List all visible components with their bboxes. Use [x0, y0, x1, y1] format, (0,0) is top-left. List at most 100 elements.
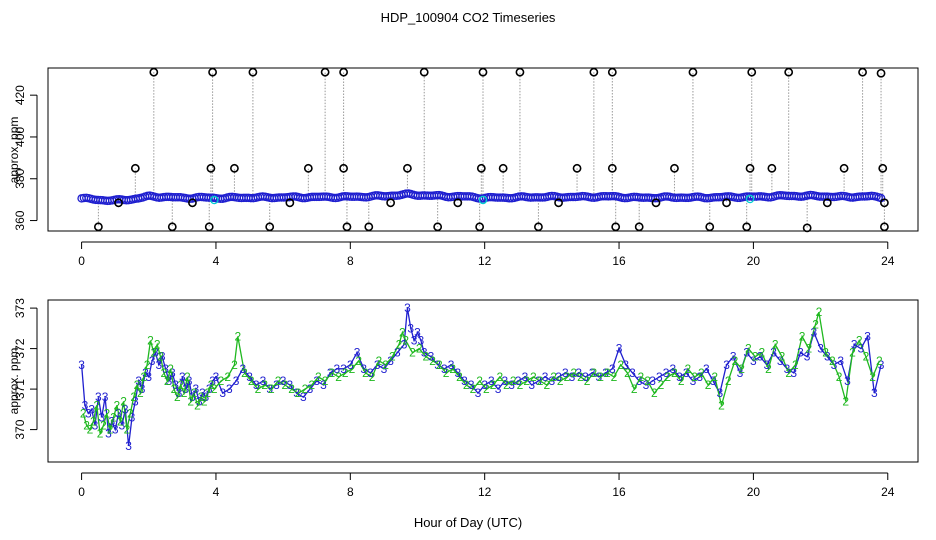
spike-point	[880, 198, 889, 208]
series-2-marker: 2	[711, 370, 718, 384]
series-2-marker: 2	[829, 354, 836, 368]
series-3-marker: 3	[549, 374, 556, 388]
series-3-marker: 3	[831, 358, 838, 372]
series-3-marker: 3	[777, 354, 784, 368]
series-2-marker: 2	[543, 378, 550, 392]
series-2-marker: 2	[171, 382, 178, 396]
spike-point	[651, 198, 661, 208]
series-3-marker: 3	[501, 374, 508, 388]
series-2-marker: 2	[816, 305, 823, 319]
top-x-tick-label: 20	[747, 254, 761, 268]
series-3-marker: 3	[226, 382, 233, 396]
series-2-marker: 2	[591, 366, 598, 380]
spike-point	[722, 198, 731, 208]
series-3-marker: 3	[401, 338, 408, 352]
top-x-axis: 0 4 8 12 16 20 24	[78, 241, 895, 268]
series-3-marker: 3	[757, 350, 764, 364]
series-2-marker: 2	[691, 370, 698, 384]
series-3-marker: 3	[468, 378, 475, 392]
spike-point	[364, 222, 374, 232]
spike-point	[453, 198, 463, 208]
bottom-x-tick-label: 16	[612, 485, 626, 499]
series-2-marker: 2	[537, 374, 544, 388]
series-3-marker: 3	[454, 366, 461, 380]
spike-point	[634, 222, 644, 232]
spike-point	[476, 163, 486, 173]
series-2-marker: 2	[664, 370, 671, 384]
series-2-marker: 2	[110, 410, 117, 424]
spike-point	[705, 222, 715, 232]
series-3-marker: 3	[871, 386, 878, 400]
series-3-marker: 3	[394, 346, 401, 360]
series-2-marker: 2	[638, 370, 645, 384]
series-3-marker: 3	[102, 390, 109, 404]
spike-point	[419, 67, 429, 77]
top-y-tick-label: 360	[13, 210, 27, 230]
series-2-marker: 2	[211, 382, 218, 396]
series-3-marker: 3	[508, 378, 515, 392]
series-2-marker: 2	[181, 386, 188, 400]
series-2-marker: 2	[805, 342, 812, 356]
series-2-marker: 2	[362, 366, 369, 380]
series-2-marker: 2	[87, 423, 94, 437]
spike-point	[206, 163, 216, 173]
series-3-marker: 3	[139, 382, 146, 396]
series-3-marker: 3	[710, 374, 717, 388]
series-3-marker: 3	[851, 338, 858, 352]
spike-point	[498, 163, 508, 173]
series-2-marker: 2	[80, 406, 87, 420]
top-plot-frame	[47, 67, 919, 232]
series-2-marker: 2	[147, 334, 154, 348]
bottom-panel: 3333333333333333333333333333333333333333…	[7, 298, 919, 499]
series-2-marker: 2	[530, 370, 537, 384]
series-3-marker: 3	[428, 350, 435, 364]
series-2-marker: 2	[604, 366, 611, 380]
series-3-marker: 3	[233, 374, 240, 388]
series-3-marker: 3	[206, 382, 213, 396]
spike-point	[265, 222, 275, 232]
series-2-marker: 2	[261, 378, 268, 392]
series-2-marker: 2	[631, 382, 638, 396]
series-3-marker: 3	[213, 370, 220, 384]
series-2-marker: 2	[224, 370, 231, 384]
bottom-y-tick-label: 373	[13, 298, 27, 318]
series-3-marker: 3	[575, 366, 582, 380]
series-3-marker: 3	[636, 374, 643, 388]
top-panel: 0 4 8 12 16 20 24 360 380 400 420 approx. ppm	[7, 67, 919, 268]
series-3-marker: 3	[199, 386, 206, 400]
series-3-marker: 3	[562, 366, 569, 380]
series-2-marker: 2	[150, 346, 157, 360]
baseline-accent-point	[210, 195, 219, 205]
series-3-marker: 3	[669, 362, 676, 376]
series-3-marker: 3	[122, 402, 129, 416]
spike-point	[802, 223, 812, 233]
series-2-marker: 2	[295, 386, 302, 400]
spike-point	[230, 163, 239, 173]
spike-point	[745, 163, 755, 173]
spike-point	[403, 163, 412, 173]
top-y-tick-label: 420	[13, 85, 27, 105]
series-3-marker: 3	[189, 390, 196, 404]
series-2-marker: 2	[402, 334, 409, 348]
top-x-tick-label: 16	[612, 254, 626, 268]
series-3-marker: 3	[622, 358, 629, 372]
series-3-marker: 3	[602, 366, 609, 380]
series-2-marker: 2	[842, 394, 849, 408]
series-2-marker: 2	[597, 370, 604, 384]
top-y-axis: 360 380 400 420	[13, 85, 38, 231]
series-3-marker: 3	[535, 374, 542, 388]
bottom-y-tick-label: 370	[13, 419, 27, 439]
series-2-marker: 2	[725, 374, 732, 388]
series-2-marker: 2	[248, 374, 255, 388]
series-3-marker: 3	[414, 325, 421, 339]
series-3-marker: 3	[203, 390, 210, 404]
series-3-marker: 3	[495, 382, 502, 396]
series-2-marker: 2	[268, 382, 275, 396]
series-2-marker: 2	[161, 366, 168, 380]
series-2-marker: 2	[100, 419, 107, 433]
series-3-marker: 3	[750, 354, 757, 368]
spike-point	[670, 163, 679, 173]
series-3-marker: 3	[78, 358, 85, 372]
series-3-marker: 3	[360, 362, 367, 376]
spike-point	[572, 163, 582, 173]
